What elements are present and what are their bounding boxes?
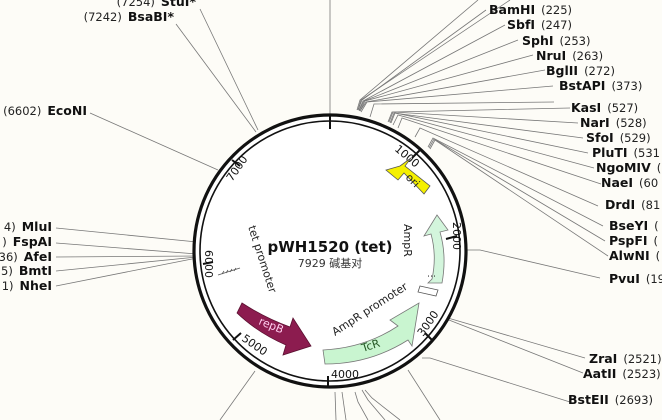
- leader-lines-left: [55, 0, 331, 420]
- svg-text:4)MluI: 4) MluI: [4, 219, 52, 234]
- svg-text:DrdI(81: DrdI (81: [605, 197, 660, 212]
- ampr-dots: ⋯: [427, 272, 436, 282]
- tick-6000: 6000: [202, 250, 215, 278]
- feature-ampr: AmpR ⋯: [401, 214, 449, 297]
- svg-text:36)AfeI: 36) AfeI: [0, 249, 52, 264]
- svg-text:)FspAI: ) FspAI: [2, 234, 52, 249]
- svg-text:(6602)EcoNI: (6602) EcoNI: [3, 103, 87, 118]
- svg-text:BamHI(225): BamHI (225): [489, 2, 572, 17]
- feature-tcr: TcR: [322, 302, 420, 365]
- svg-text:SphI(253): SphI (253): [522, 33, 590, 48]
- svg-text:PspFI(: PspFI(: [609, 233, 658, 248]
- plasmid-name: pWH1520 (tet): [267, 238, 392, 256]
- svg-text:(7254)StuI*: (7254) StuI*: [117, 0, 197, 9]
- svg-text:BglII(272): BglII (272): [546, 63, 615, 78]
- svg-text:NruI(263): NruI (263): [536, 48, 603, 63]
- svg-text:TcR: TcR: [359, 337, 382, 356]
- svg-text:NarI(528): NarI (528): [580, 115, 647, 130]
- sites-right: BamHI (225) SbfI (247) SphI (253) NruI (263)…: [489, 2, 662, 407]
- svg-text:PluTI(531: PluTI (531: [592, 145, 660, 160]
- svg-text:AlwNI(: AlwNI(: [609, 248, 660, 263]
- svg-text:(7242)BsaBI*: (7242) BsaBI*: [84, 9, 175, 24]
- tick-marks: [202, 115, 458, 387]
- svg-text:PvuI(19: PvuI (19: [609, 271, 662, 286]
- svg-text:AmpR: AmpR: [401, 224, 414, 257]
- svg-text:SbfI(247): SbfI (247): [507, 17, 572, 32]
- svg-text:AatII(2523): AatII (2523): [583, 366, 661, 381]
- leader-lines-right: [334, 0, 609, 420]
- ampr-promoter-box: [417, 285, 439, 297]
- svg-text:ZraI(2521): ZraI (2521): [589, 351, 662, 366]
- svg-text:NgoMIV(: NgoMIV(: [596, 160, 661, 175]
- svg-text:BstEII(2693): BstEII (2693): [568, 392, 653, 407]
- tick-4000: 4000: [331, 368, 359, 381]
- sites-left: (7254) StuI* (7242) BsaBI* (6602) EcoNI 4) M…: [0, 0, 196, 293]
- svg-text:1)NheI: 1) NheI: [2, 278, 52, 293]
- svg-text:5)BmtI: 5) BmtI: [1, 263, 52, 278]
- svg-text:BstAPI(373): BstAPI (373): [559, 78, 642, 93]
- plasmid-length: 7929 碱基对: [298, 256, 363, 270]
- svg-text:SfoI(529): SfoI (529): [586, 130, 651, 145]
- svg-text:NaeI(60: NaeI (60: [601, 175, 658, 190]
- svg-text:BseYI(: BseYI(: [609, 218, 659, 233]
- tick-2000: 2000: [450, 222, 463, 250]
- svg-text:KasI(527): KasI (527): [571, 100, 638, 115]
